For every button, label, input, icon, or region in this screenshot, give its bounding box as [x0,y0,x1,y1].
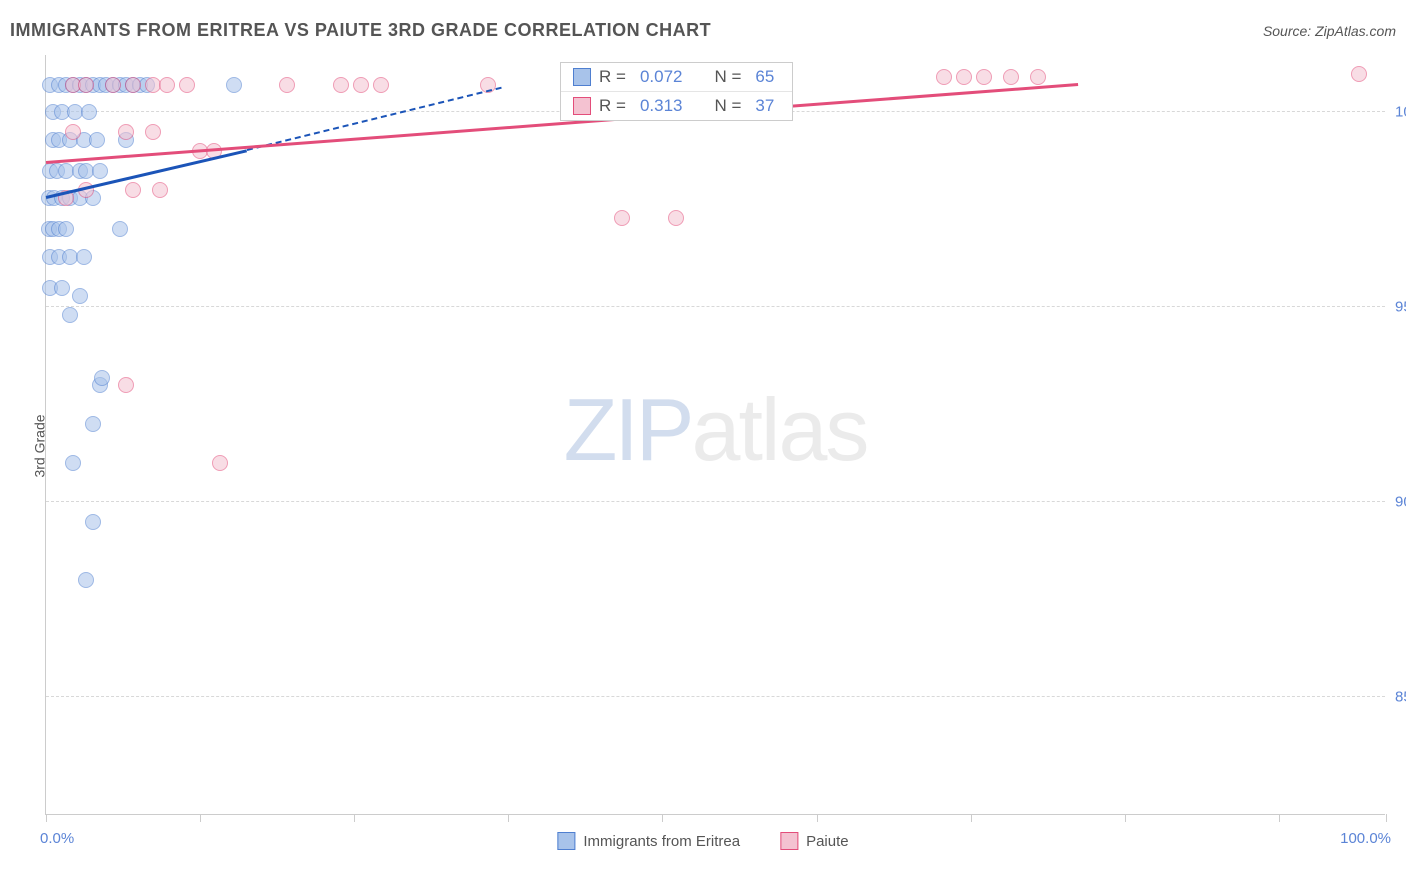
scatter-point [125,182,141,198]
scatter-point [118,377,134,393]
scatter-point [92,163,108,179]
x-tick-label-min: 0.0% [40,830,74,847]
r-label: R = [599,96,626,116]
legend-swatch-blue [557,832,575,850]
y-tick-label: 95.0% [1395,299,1406,316]
scatter-point [118,124,134,140]
scatter-point [112,221,128,237]
n-label: N = [714,96,741,116]
gridline [46,696,1385,697]
scatter-point [72,288,88,304]
scatter-point [179,77,195,93]
legend-swatch-pink [780,832,798,850]
scatter-point [936,69,952,85]
y-tick-label: 90.0% [1395,494,1406,511]
bottom-legend-label-2: Paiute [806,833,849,850]
scatter-point [85,514,101,530]
r-value-1: 0.072 [634,67,689,87]
watermark-atlas: atlas [692,379,868,478]
x-tick [46,814,47,822]
x-tick [1386,814,1387,822]
scatter-point [212,455,228,471]
scatter-point [81,104,97,120]
x-tick [971,814,972,822]
scatter-point [145,124,161,140]
legend-swatch-pink [573,97,591,115]
bottom-legend: Immigrants from Eritrea Paiute [557,832,848,850]
chart-title: IMMIGRANTS FROM ERITREA VS PAIUTE 3RD GR… [10,20,711,41]
trend-line-extrapolated [247,87,502,151]
scatter-point [105,77,121,93]
x-tick [817,814,818,822]
watermark: ZIPatlas [564,378,868,480]
scatter-point [1030,69,1046,85]
scatter-point [78,77,94,93]
y-tick-label: 85.0% [1395,689,1406,706]
scatter-point [333,77,349,93]
y-tick-label: 100.0% [1395,104,1406,121]
scatter-point [125,77,141,93]
gridline [46,501,1385,502]
scatter-point [956,69,972,85]
scatter-point [226,77,242,93]
n-label: N = [714,67,741,87]
x-tick [1125,814,1126,822]
scatter-point [668,210,684,226]
scatter-point [614,210,630,226]
chart-plot-area: ZIPatlas 85.0%90.0%95.0%100.0% [45,55,1385,815]
scatter-point [65,455,81,471]
stats-legend: R = 0.072 N = 65 R = 0.313 N = 37 [560,62,793,121]
scatter-point [353,77,369,93]
scatter-point [373,77,389,93]
x-tick [354,814,355,822]
scatter-point [1351,66,1367,82]
stats-legend-row-1: R = 0.072 N = 65 [561,63,792,91]
x-tick [200,814,201,822]
scatter-point [54,280,70,296]
scatter-point [89,132,105,148]
x-tick [1279,814,1280,822]
scatter-point [78,572,94,588]
scatter-point [65,124,81,140]
scatter-point [62,307,78,323]
x-tick [662,814,663,822]
bottom-legend-item-2: Paiute [780,832,849,850]
bottom-legend-item-1: Immigrants from Eritrea [557,832,740,850]
legend-swatch-blue [573,68,591,86]
scatter-point [94,370,110,386]
scatter-point [1003,69,1019,85]
r-label: R = [599,67,626,87]
scatter-point [85,416,101,432]
r-value-2: 0.313 [634,96,689,116]
stats-legend-row-2: R = 0.313 N = 37 [561,91,792,120]
source-label: Source: ZipAtlas.com [1263,23,1396,39]
n-value-1: 65 [749,67,780,87]
gridline [46,306,1385,307]
x-tick-label-max: 100.0% [1340,830,1391,847]
scatter-point [159,77,175,93]
x-tick [508,814,509,822]
bottom-legend-label-1: Immigrants from Eritrea [583,833,740,850]
scatter-point [279,77,295,93]
scatter-point [58,221,74,237]
n-value-2: 37 [749,96,780,116]
scatter-point [76,249,92,265]
scatter-point [152,182,168,198]
scatter-point [976,69,992,85]
watermark-zip: ZIP [564,379,692,478]
